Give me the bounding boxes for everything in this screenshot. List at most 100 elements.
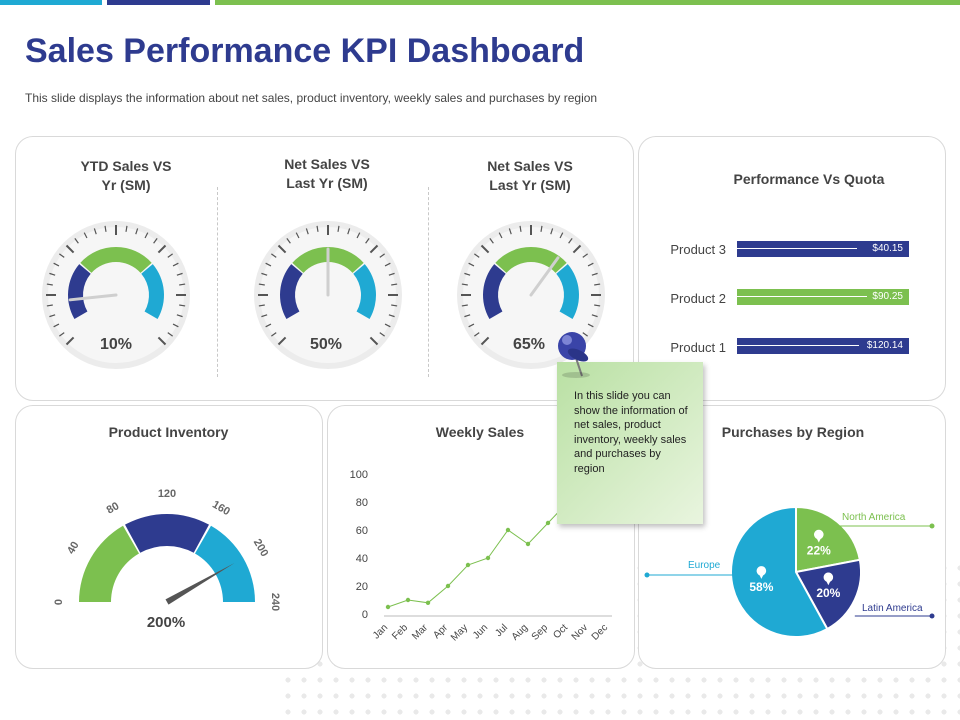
gauge-tick: [365, 238, 370, 244]
gauge-tick: [295, 232, 300, 239]
gauge-tick: [46, 304, 53, 307]
inventory-tick-label: 40: [65, 540, 82, 557]
map-pin-tip: [815, 536, 822, 543]
gauge-tick: [83, 232, 88, 239]
weekly-x-tick: Jan: [371, 622, 390, 641]
gauge-tick: [144, 232, 149, 239]
gauge-tick: [461, 304, 468, 307]
gauge-tick: [474, 332, 480, 337]
gauge-tick: [59, 332, 65, 337]
gauge-needle: [68, 293, 118, 302]
map-pin-icon: [757, 567, 765, 575]
bar-product-2: $90.25: [737, 289, 909, 305]
gauge-tick: [53, 262, 60, 267]
pie-slice-latin-america: [794, 558, 862, 631]
gauge-tick: [379, 253, 385, 258]
weekly-y-tick: 40: [356, 553, 368, 565]
gauge-tick: [104, 225, 107, 232]
gauge-3-title: Net Sales VS Last Yr (SM): [470, 157, 590, 195]
top-accent-bar-navy: [107, 0, 210, 5]
gauge-tick: [461, 283, 468, 286]
map-pin-tip: [758, 572, 765, 579]
gauge-3-title-line1: Net Sales VS: [487, 158, 573, 174]
gauge-tick: [286, 238, 291, 244]
pie-slice-europe: [730, 505, 829, 638]
map-pin-tip: [825, 579, 832, 586]
gauge-tick: [572, 244, 582, 254]
inventory-segment-green: [79, 525, 139, 602]
callout-dot: [929, 613, 935, 619]
gauge-tick: [508, 228, 512, 235]
gauge-tick: [369, 336, 379, 346]
gauge-tick: [157, 244, 167, 254]
gauge-tick: [258, 283, 265, 286]
gauge-tick: [582, 253, 588, 258]
weekly-x-tick: Dec: [590, 622, 610, 642]
bar-product-1: $120.14: [737, 338, 909, 354]
inventory-tick-label: 80: [105, 500, 122, 517]
weekly-data-point: [425, 600, 431, 605]
gauge-1-title-line1: YTD Sales VS: [80, 158, 172, 174]
weekly-x-tick: Jul: [493, 622, 510, 639]
inventory-tick-label: 240: [269, 593, 281, 611]
gauge-segment-cyan: [556, 264, 579, 319]
pie-slice-label: 20%: [816, 586, 840, 600]
weekly-x-tick: Jun: [471, 622, 490, 641]
gauge-tick: [53, 323, 60, 328]
gauge-tick: [540, 225, 543, 232]
gauge-tick: [179, 304, 186, 307]
gauge-tick: [356, 232, 361, 239]
weekly-x-tick: May: [449, 622, 470, 643]
bar-label-product-1: Product 1: [670, 340, 726, 355]
bar-value-product-1: $120.14: [866, 340, 903, 351]
weekly-sales-title: Weekly Sales: [435, 424, 525, 440]
gauge-tick: [179, 283, 186, 286]
gauge-tick: [172, 323, 179, 328]
weekly-data-point: [485, 555, 491, 561]
gauge-tick: [587, 262, 594, 267]
gauge-divider: [428, 187, 429, 377]
gauge-tick: [384, 262, 391, 267]
gauge-tick: [489, 238, 494, 244]
gauge-tick: [65, 336, 75, 346]
map-pin-icon: [815, 530, 823, 538]
top-accent-bar-green: [215, 0, 960, 5]
gauge-tick: [369, 244, 379, 254]
weekly-data-point: [545, 520, 551, 526]
gauge-tick: [49, 272, 56, 276]
performance-title: Performance Vs Quota: [733, 171, 885, 187]
inventory-segment-cyan: [195, 525, 255, 602]
gauge-tick: [391, 304, 398, 307]
gauge-segment-green: [80, 247, 152, 273]
gauge-tick: [265, 323, 272, 328]
gauge-tick: [167, 332, 173, 337]
gauge-tick: [594, 283, 601, 286]
gauge-tick: [176, 272, 183, 276]
gauge-2-title: Net Sales VS Last Yr (SM): [267, 155, 387, 193]
inventory-tick-label: 160: [210, 499, 232, 519]
gauge-tick: [261, 314, 268, 318]
gauge-tick: [591, 314, 598, 318]
gauge-tick: [468, 323, 475, 328]
gauge-tick: [391, 283, 398, 286]
top-accent-bar-cyan: [0, 0, 102, 5]
weekly-y-tick: 80: [356, 497, 368, 509]
weekly-x-tick: Nov: [570, 622, 590, 642]
gauge-2-title-line1: Net Sales VS: [284, 156, 370, 172]
gauge-tick: [46, 283, 53, 286]
gauge-tick: [337, 225, 340, 232]
weekly-x-tick: Aug: [510, 622, 530, 642]
gauge-segment-navy: [483, 264, 506, 319]
gauge-segment-green: [495, 247, 567, 273]
gauge-1-value: 10%: [99, 336, 133, 353]
gauge-tick: [568, 238, 573, 244]
weekly-y-tick: 0: [362, 609, 368, 621]
gauge-1-title-line2: Yr (SM): [101, 177, 151, 193]
gauge-needle: [529, 256, 560, 297]
inventory-value: 200%: [146, 614, 186, 631]
gauge-tick: [49, 314, 56, 318]
gauge-tick: [388, 272, 395, 276]
weekly-x-tick: Oct: [551, 622, 570, 641]
inventory-title: Product Inventory: [108, 424, 229, 440]
